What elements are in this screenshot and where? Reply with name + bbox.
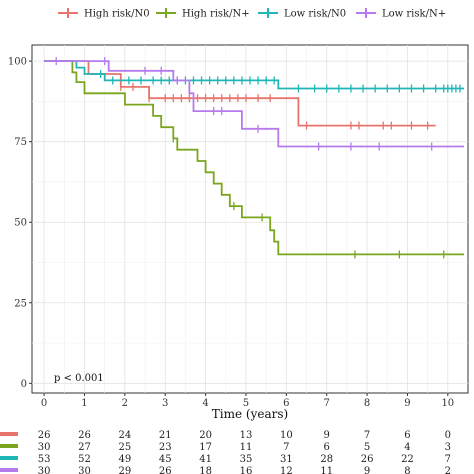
legend-item-2: Low risk/N0 [258, 8, 346, 20]
risk-cell-0-0: 26 [38, 430, 51, 441]
risk-cell-0-10: 0 [445, 430, 451, 441]
risk-cell-2-9: 22 [401, 454, 414, 465]
x-tick-label-3: 3 [162, 398, 168, 409]
risk-cell-2-0: 53 [38, 454, 51, 465]
risk-cell-1-10: 3 [445, 442, 451, 453]
risk-cell-3-10: 2 [445, 466, 451, 474]
risk-cell-2-8: 26 [361, 454, 374, 465]
risk-cell-1-8: 5 [364, 442, 370, 453]
series-layer [44, 57, 464, 259]
series-line-1 [44, 60, 464, 256]
risk-cell-2-4: 41 [199, 454, 212, 465]
p-value-annotation: p < 0.001 [54, 373, 104, 384]
risk-cell-1-7: 6 [324, 442, 330, 453]
risk-cell-1-2: 25 [118, 442, 131, 453]
risk-cell-0-3: 21 [159, 430, 172, 441]
risk-cell-1-4: 17 [199, 442, 212, 453]
legend-item-0: High risk/N0 [58, 8, 150, 20]
risk-row-swatch-1 [0, 444, 18, 448]
risk-row-swatch-0 [0, 432, 18, 436]
legend: High risk/N0 High risk/N+ Low risk/N0 Low r… [58, 8, 446, 20]
risk-cell-0-2: 24 [118, 430, 131, 441]
y-tick-label-2: 50 [14, 218, 27, 229]
series-line-3 [44, 60, 464, 148]
risk-cell-2-10: 7 [445, 454, 451, 465]
plot-panel [31, 44, 469, 394]
series-1 [44, 60, 464, 259]
series-3 [44, 57, 464, 151]
risk-cell-3-9: 8 [404, 466, 410, 474]
risk-row-swatch-3 [0, 468, 18, 472]
y-tick-label-1: 25 [14, 298, 27, 309]
legend-item-1: High risk/N+ [156, 8, 250, 20]
series-line-0 [44, 60, 436, 127]
risk-row-3: 30 30 29 26 18 16 12 11 9 8 2 [0, 466, 451, 474]
risk-row-swatch-2 [0, 456, 18, 460]
risk-cell-2-2: 49 [118, 454, 131, 465]
x-tick-label-4: 4 [202, 398, 208, 409]
risk-row-1: 30 27 25 23 17 11 7 6 5 4 3 [0, 442, 451, 453]
series-0 [44, 60, 436, 130]
risk-cell-0-4: 20 [199, 430, 212, 441]
risk-cell-0-1: 26 [78, 430, 91, 441]
risk-cell-1-3: 23 [159, 442, 172, 453]
risk-cell-3-6: 12 [280, 466, 293, 474]
legend-label-1: High risk/N+ [182, 9, 250, 20]
risk-cell-1-0: 30 [38, 442, 51, 453]
series-line-2 [44, 60, 464, 90]
x-tick-label-2: 2 [122, 398, 128, 409]
risk-cell-3-0: 30 [38, 466, 51, 474]
series-2 [44, 60, 464, 93]
risk-cell-2-3: 45 [159, 454, 172, 465]
y-tick-label-0: 0 [21, 379, 27, 390]
risk-cell-3-4: 18 [199, 466, 212, 474]
x-tick-label-8: 8 [364, 398, 370, 409]
risk-cell-0-7: 9 [324, 430, 330, 441]
risk-cell-2-6: 31 [280, 454, 293, 465]
risk-cell-2-5: 35 [240, 454, 253, 465]
risk-cell-1-1: 27 [78, 442, 91, 453]
risk-cell-1-6: 7 [283, 442, 289, 453]
x-tick-label-0: 0 [41, 398, 47, 409]
legend-item-3: Low risk/N+ [356, 8, 446, 20]
x-axis-title: Time (years) [212, 407, 288, 421]
risk-cell-1-5: 11 [240, 442, 253, 453]
risk-cell-3-5: 16 [240, 466, 253, 474]
legend-label-2: Low risk/N0 [284, 9, 346, 20]
x-tick-label-1: 1 [81, 398, 87, 409]
risk-cell-1-9: 4 [404, 442, 410, 453]
x-tick-label-10: 10 [441, 398, 454, 409]
risk-cell-3-3: 26 [159, 466, 172, 474]
legend-label-3: Low risk/N+ [382, 9, 446, 20]
x-tick-label-6: 6 [283, 398, 289, 409]
risk-row-2: 53 52 49 45 41 35 31 28 26 22 7 [0, 454, 451, 465]
risk-cell-3-2: 29 [118, 466, 131, 474]
risk-row-0: 26 26 24 21 20 13 10 9 7 6 0 [0, 430, 451, 441]
risk-cell-3-8: 9 [364, 466, 370, 474]
x-tick-label-7: 7 [324, 398, 330, 409]
risk-table: 26 26 24 21 20 13 10 9 7 6 030 27 25 23 17 11 7 6 5 4 353 52 4… [0, 430, 451, 474]
risk-cell-2-1: 52 [78, 454, 91, 465]
risk-cell-0-5: 13 [240, 430, 253, 441]
axes: 0 25 50 75 100 0 1 2 3 4 5 6 7 8 9 10 [8, 57, 454, 409]
risk-cell-0-6: 10 [280, 430, 293, 441]
risk-cell-0-9: 6 [404, 430, 410, 441]
x-tick-label-5: 5 [243, 398, 249, 409]
y-tick-label-3: 75 [14, 137, 27, 148]
risk-cell-2-7: 28 [320, 454, 333, 465]
legend-label-0: High risk/N0 [84, 9, 150, 20]
y-tick-label-4: 100 [8, 57, 27, 68]
risk-cell-0-8: 7 [364, 430, 370, 441]
risk-cell-3-1: 30 [78, 466, 91, 474]
x-tick-label-9: 9 [404, 398, 410, 409]
grid [32, 45, 468, 393]
risk-cell-3-7: 11 [320, 466, 333, 474]
